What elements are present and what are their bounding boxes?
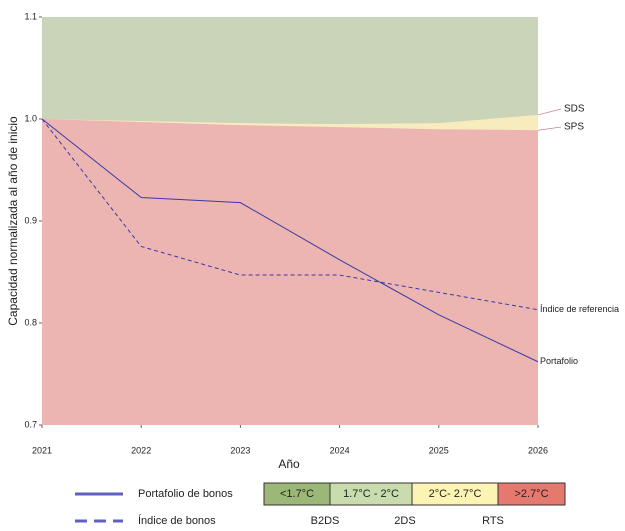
data-line bbox=[41, 118, 539, 311]
temperature-label: 2°C- 2.7°C bbox=[429, 488, 482, 500]
legend-label: Índice de bonos bbox=[138, 514, 216, 527]
x-tick-label: 2026 bbox=[528, 445, 548, 455]
y-tick-label: 1.1 bbox=[24, 11, 37, 21]
scenario-region bbox=[42, 17, 538, 125]
scenario-label: SDS bbox=[564, 104, 585, 115]
x-tick-label: 2021 bbox=[32, 445, 52, 455]
line-end-label: Índice de referencia bbox=[540, 304, 619, 314]
leader-line bbox=[537, 126, 562, 131]
scenario-name: 2DS bbox=[394, 515, 415, 527]
y-tick-label: 0.7 bbox=[24, 419, 37, 429]
scenario-region bbox=[42, 114, 538, 131]
temperature-label: <1.7°C bbox=[280, 488, 314, 500]
y-axis-label: Capacidad normalizada al año de inicio bbox=[6, 116, 20, 326]
y-tick-label: 0.9 bbox=[24, 215, 37, 225]
scenario-label: SPS bbox=[564, 122, 584, 133]
temperature-box bbox=[497, 482, 566, 506]
temperature-label: >2.7°C bbox=[514, 488, 548, 500]
legend-label: Portafolio de bonos bbox=[138, 488, 233, 500]
x-tick-label: 2022 bbox=[131, 445, 151, 455]
leader-line bbox=[537, 108, 562, 116]
line-end-label: Portafolio bbox=[540, 356, 578, 366]
scenario-name: RTS bbox=[482, 515, 504, 527]
y-tick-label: 0.8 bbox=[24, 317, 37, 327]
x-axis-label: Año bbox=[278, 457, 300, 471]
x-tick-label: 2024 bbox=[330, 445, 350, 455]
x-tick-label: 2023 bbox=[230, 445, 250, 455]
y-tick-label: 1.0 bbox=[24, 113, 37, 123]
temperature-label: 1.7°C - 2°C bbox=[343, 488, 399, 500]
data-line bbox=[41, 118, 539, 363]
scenario-name: B2DS bbox=[311, 515, 340, 527]
x-tick-label: 2025 bbox=[429, 445, 449, 455]
